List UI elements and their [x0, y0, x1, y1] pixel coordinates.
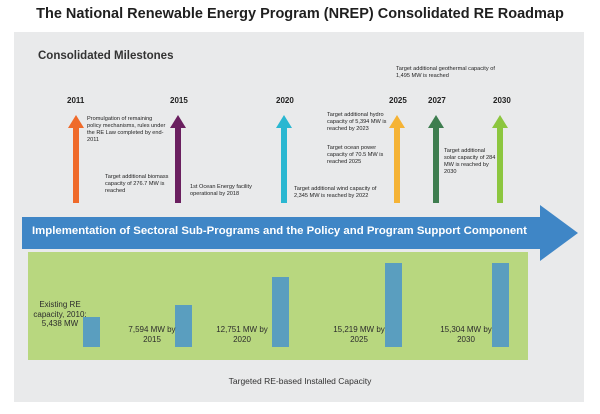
arrow-2020: [276, 115, 292, 203]
arrow-2027: [428, 115, 444, 203]
capacity-label-2015: 7,594 MW by 2015: [128, 325, 176, 344]
year-2030-label: 2030: [493, 96, 511, 105]
year-2015-label: 2015: [170, 96, 188, 105]
capacity-label-2020: 12,751 MW by 2020: [216, 325, 268, 344]
note-biomass-target: Target additional biomass capacity of 27…: [105, 174, 169, 194]
capacity-bar-2015: [175, 305, 192, 347]
capacity-label-2010: Existing RE capacity, 2010: 5,438 MW: [33, 300, 87, 328]
note-solar-target: Target additional solar capacity of 284 …: [444, 148, 496, 175]
year-2020-label: 2020: [276, 96, 294, 105]
arrow-2015: [170, 115, 186, 203]
year-2027-label: 2027: [428, 96, 446, 105]
year-2025-label: 2025: [389, 96, 407, 105]
note-wind-target: Target additional wind capacity of 2,345…: [294, 186, 377, 199]
capacity-bar-2020: [272, 276, 289, 347]
note-policy-mechanisms: Promulgation of remaining policy mechani…: [87, 116, 166, 143]
implementation-banner-arrow: [22, 205, 578, 261]
note-geothermal-target: Target additional geothermal capacity of…: [396, 66, 495, 79]
capacity-bar-2010: [83, 317, 100, 347]
implementation-banner-label: Implementation of Sectoral Sub-Programs …: [32, 225, 527, 237]
arrow-2025: [389, 115, 405, 203]
capacity-label-2025: 15,219 MW by 2025: [333, 325, 385, 344]
capacity-chart-caption: Targeted RE-based Installed Capacity: [228, 376, 372, 386]
note-ocean-facility: 1st Ocean Energy facility operational by…: [190, 184, 252, 197]
arrow-2011: [68, 115, 84, 203]
capacity-bar-2025: [385, 263, 402, 347]
arrow-2030: [492, 115, 508, 203]
capacity-label-2030: 15,304 MW by 2030: [440, 325, 492, 344]
milestones-heading: Consolidated Milestones: [38, 50, 174, 62]
year-2011-label: 2011: [67, 96, 85, 105]
note-hydro-target: Target additional hydro capacity of 5,39…: [327, 112, 387, 132]
capacity-bar-2030: [492, 262, 509, 347]
note-ocean-power-target: Target ocean power capacity of 70.5 MW i…: [327, 145, 384, 165]
page-title: The National Renewable Energy Program (N…: [36, 6, 564, 22]
